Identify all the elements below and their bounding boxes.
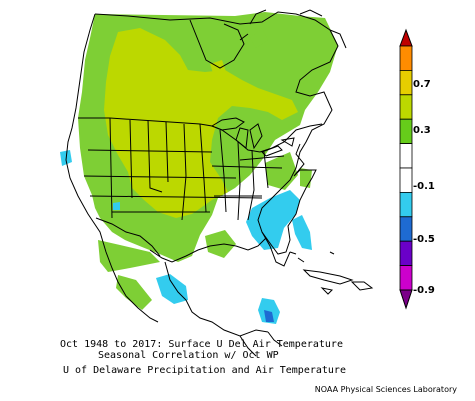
colorbar-tick-label: 0.7 [413,79,431,90]
cyan-shading [60,150,312,324]
colorbar [399,28,413,310]
colorbar-tick-label: 0.3 [413,125,431,136]
colorbar-bin [399,118,413,144]
caption-line-1: Oct 1948 to 2017: Surface U Del Air Temp… [60,339,343,350]
colorbar-bin [399,45,413,71]
colorbar-bin [399,240,413,266]
colorbar-tick-label: -0.5 [413,234,435,245]
colorbar-bin [399,143,413,169]
caption-line-2: Seasonal Correlation w/ Oct WP [98,350,279,361]
colorbar-bin [399,216,413,242]
colorbar-tick-label: -0.9 [413,285,435,296]
blue-shading [264,310,274,322]
colorbar-bin [399,94,413,120]
coastlines-and-borders [65,9,374,357]
caption-line-3: U of Delaware Precipitation and Air Temp… [63,365,346,376]
colorbar-tick-label: -0.1 [413,181,435,192]
colorbar-top-arrow [399,28,413,47]
colorbar-bin [399,70,413,96]
colorbar-bottom-arrow [399,289,413,310]
credit-label: NOAA Physical Sciences Laboratory [314,385,457,394]
colorbar-bin [399,265,413,291]
colorbar-bin [399,167,413,193]
colorbar-bin [399,191,413,218]
